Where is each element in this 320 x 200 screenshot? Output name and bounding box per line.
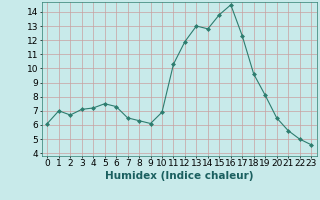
X-axis label: Humidex (Indice chaleur): Humidex (Indice chaleur) <box>105 171 253 181</box>
